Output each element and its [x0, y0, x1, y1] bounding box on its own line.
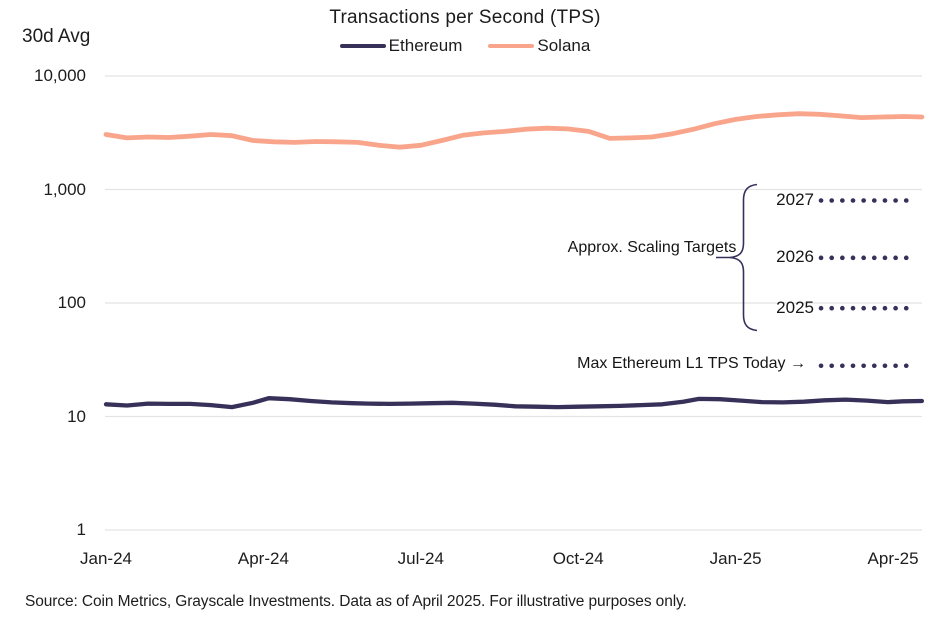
chart-title: Transactions per Second (TPS) [329, 7, 601, 28]
max-ethereum-l1-annotation: Max Ethereum L1 TPS Today → [577, 354, 806, 372]
legend-item-solana: Solana [488, 36, 590, 56]
target-year-label: 2025 [776, 297, 814, 317]
x-tick-label: Jul-24 [397, 549, 444, 568]
source-note: Source: Coin Metrics, Grayscale Investme… [25, 593, 687, 610]
ethereum-line-swatch-icon [339, 43, 386, 49]
y-axis-title: 30d Avg [22, 26, 91, 47]
scaling-targets-annotation: Approx. Scaling Targets [567, 239, 737, 256]
x-tick-label: Jan-24 [80, 549, 132, 568]
legend-label: Solana [537, 36, 591, 55]
solana-line-swatch-icon [488, 43, 535, 49]
target-year-label: 2027 [776, 189, 814, 209]
y-tick-label: 1 [76, 520, 86, 539]
y-tick-label: 10,000 [34, 66, 86, 85]
y-tick-label: 1,000 [43, 179, 86, 199]
gridlines [105, 75, 922, 531]
x-tick-label: Jan-25 [709, 549, 762, 568]
legend-label: Ethereum [388, 36, 463, 55]
ethereum-line [103, 396, 925, 410]
x-tick-label: Oct-24 [552, 549, 604, 568]
y-tick-label: 10 [67, 406, 86, 426]
solana-line [103, 111, 925, 150]
x-tick-label: Apr-25 [867, 549, 919, 568]
target-year-label: 2026 [776, 247, 814, 267]
target-dotted-lines [818, 198, 919, 369]
x-tick-label: Apr-24 [237, 549, 289, 568]
legend-item-ethereum: Ethereum [339, 36, 463, 56]
y-tick-label: 100 [57, 293, 86, 312]
series-lines [103, 111, 925, 410]
legend: Ethereum Solana [0, 36, 930, 56]
